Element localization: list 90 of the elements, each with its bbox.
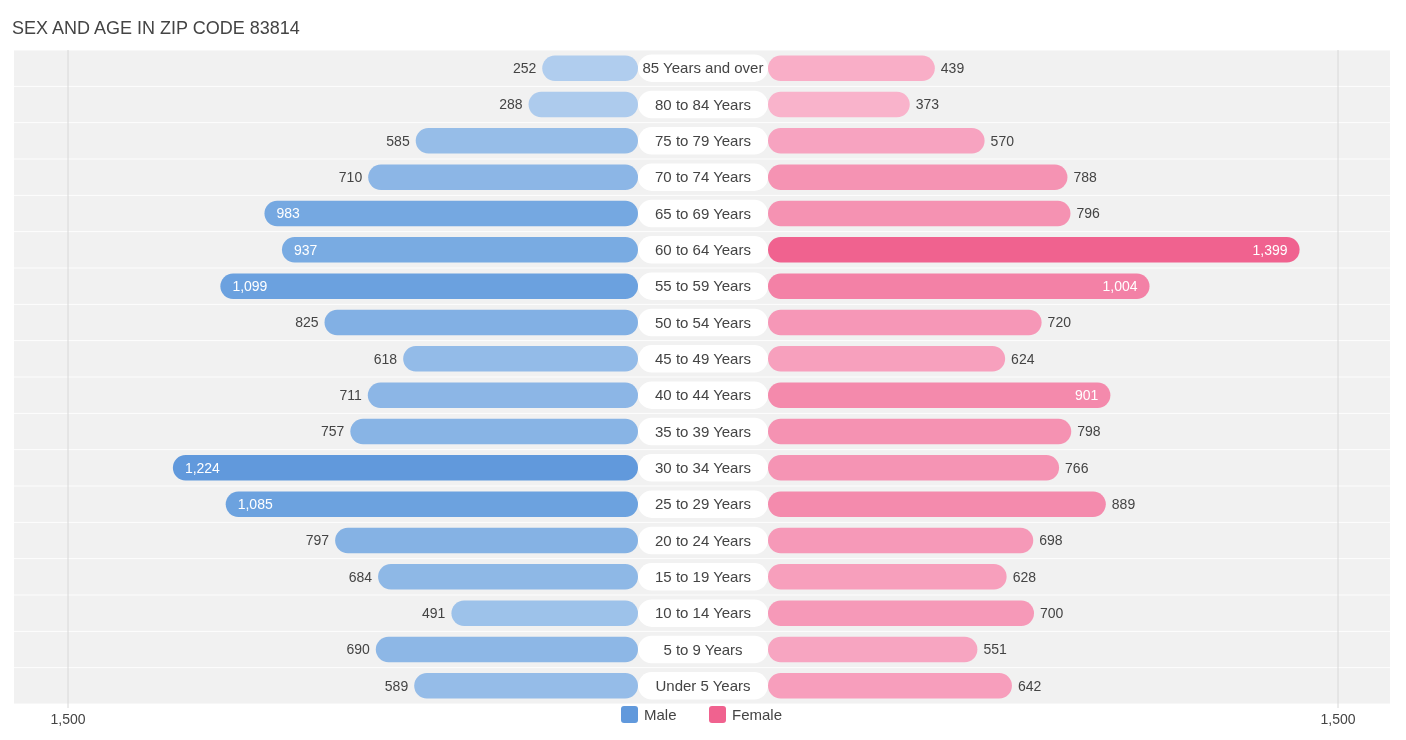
data-label: 710 <box>338 169 363 186</box>
y-tick-label: 70 to 74 Years <box>655 168 751 186</box>
data-label: 1,004 <box>1102 278 1138 295</box>
data-label: 711 <box>339 387 363 404</box>
data-label: 288 <box>499 96 523 113</box>
bar <box>768 55 935 81</box>
bar <box>768 346 1006 372</box>
legend-label: Male <box>644 706 677 724</box>
label-pill: 70 to 74 Years <box>638 163 768 191</box>
y-tick-label: 25 to 29 Years <box>655 495 751 513</box>
y-tick-label: 10 to 14 Years <box>655 604 751 622</box>
data-label: 766 <box>1065 459 1089 476</box>
bar <box>768 91 910 118</box>
bar <box>415 128 638 154</box>
data-label: 373 <box>915 96 940 113</box>
label-pill: 85 Years and over <box>638 54 768 82</box>
data-label: 825 <box>295 314 319 331</box>
data-label: 252 <box>512 60 537 77</box>
data-label: 698 <box>1039 532 1063 549</box>
bar <box>368 164 638 190</box>
y-tick-label: 65 to 69 Years <box>655 204 751 222</box>
y-tick-label: 35 to 39 Years <box>655 422 751 440</box>
data-label: 937 <box>293 241 318 258</box>
data-label: 901 <box>1075 387 1099 404</box>
bar <box>220 273 638 299</box>
label-pill: Under 5 Years <box>638 672 768 700</box>
y-tick-label: Under 5 Years <box>655 677 751 695</box>
data-label: 570 <box>990 132 1015 149</box>
data-label: 757 <box>320 423 345 440</box>
label-pill: 25 to 29 Years <box>638 490 768 518</box>
label-pill: 60 to 64 Years <box>638 236 768 264</box>
label-pill: 10 to 14 Years <box>638 599 768 627</box>
data-label: 797 <box>305 532 330 549</box>
data-label: 624 <box>1011 350 1035 367</box>
data-label: 889 <box>1111 496 1136 513</box>
bar <box>768 673 1012 699</box>
label-pill: 75 to 79 Years <box>638 127 768 155</box>
legend-label: Female <box>732 706 783 724</box>
data-label: 690 <box>346 641 371 658</box>
bar <box>451 600 638 626</box>
y-tick-label: 45 to 49 Years <box>655 350 751 368</box>
bar <box>378 564 638 590</box>
bar <box>414 673 638 699</box>
label-pill: 40 to 44 Years <box>638 381 768 409</box>
data-label: 796 <box>1076 205 1101 222</box>
label-pill: 15 to 19 Years <box>638 563 768 591</box>
y-tick-label: 40 to 44 Years <box>655 386 751 404</box>
bar <box>403 346 638 372</box>
data-label: 798 <box>1077 423 1101 440</box>
data-label: 720 <box>1047 314 1072 331</box>
y-tick-label: 60 to 64 Years <box>655 241 751 259</box>
bar <box>367 382 638 408</box>
data-label: 684 <box>348 568 373 585</box>
data-label: 700 <box>1040 605 1064 622</box>
bar <box>528 91 638 118</box>
y-tick-label: 30 to 34 Years <box>655 459 751 477</box>
y-tick-label: 50 to 54 Years <box>655 313 751 331</box>
bar <box>768 128 985 154</box>
x-tick-label: 1,500 <box>50 711 86 727</box>
y-tick-label: 85 Years and over <box>642 59 764 77</box>
data-label: 551 <box>983 641 1007 658</box>
y-tick-label: 55 to 59 Years <box>655 277 751 295</box>
data-label: 585 <box>386 132 410 149</box>
bar <box>225 491 638 517</box>
data-label: 1,099 <box>232 278 268 295</box>
data-label: 788 <box>1073 169 1098 186</box>
data-label: 628 <box>1012 568 1037 585</box>
label-pill: 55 to 59 Years <box>638 272 768 300</box>
data-label: 1,399 <box>1252 241 1288 258</box>
bar <box>768 564 1007 590</box>
label-pill: 45 to 49 Years <box>638 345 768 373</box>
data-label: 491 <box>422 605 446 622</box>
label-pill: 30 to 34 Years <box>638 454 768 482</box>
bar <box>281 237 638 263</box>
y-tick-label: 75 to 79 Years <box>655 132 751 150</box>
data-label: 1,224 <box>184 459 221 476</box>
bar <box>172 455 638 481</box>
data-label: 439 <box>940 60 965 77</box>
bar <box>542 55 638 81</box>
data-label: 983 <box>276 205 301 222</box>
y-tick-label: 5 to 9 Years <box>663 640 743 658</box>
chart-title: SEX AND AGE IN ZIP CODE 83814 <box>12 18 300 38</box>
y-tick-label: 15 to 19 Years <box>655 568 751 586</box>
x-tick-label: 1,500 <box>1320 711 1356 727</box>
data-label: 589 <box>384 677 409 694</box>
data-label: 642 <box>1017 677 1042 694</box>
data-label: 618 <box>373 350 398 367</box>
data-label: 1,085 <box>237 496 273 513</box>
y-tick-label: 80 to 84 Years <box>655 95 751 113</box>
y-tick-label: 20 to 24 Years <box>655 531 751 549</box>
